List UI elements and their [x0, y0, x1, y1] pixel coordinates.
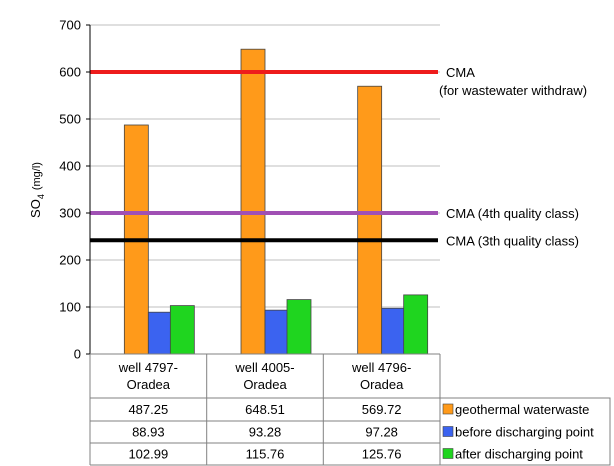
y-tick-label: 700	[59, 18, 81, 33]
table-value: 93.28	[249, 425, 282, 440]
legend-label: before discharging point	[455, 425, 594, 440]
category-label: well 4796-	[351, 360, 411, 375]
bar-2-2	[264, 309, 290, 355]
table-value: 125.76	[362, 447, 402, 462]
reference-line-label: CMA (3th quality class)	[446, 233, 579, 248]
legend-label: after discharging point	[455, 447, 583, 462]
table-value: 97.28	[365, 425, 398, 440]
legend-swatch	[442, 426, 454, 437]
category-label: well 4797-	[118, 360, 178, 375]
reference-lines: CMA (for wastewater withdraw) CMA (4th qua…	[90, 65, 587, 248]
y-tick-label: 600	[59, 65, 81, 80]
legend-swatch	[442, 403, 454, 415]
category-label: well 4005-	[234, 360, 294, 375]
y-tick-label: 0	[74, 347, 81, 362]
y-tick-label: 300	[59, 206, 81, 221]
bar-2-3	[381, 307, 407, 355]
table-value: 569.72	[362, 402, 402, 417]
bar-1-3	[357, 85, 383, 355]
category-label: Oradea	[243, 377, 287, 392]
y-tick-label: 500	[59, 112, 81, 127]
bar-3-3	[403, 294, 429, 355]
reference-line-label: CMA	[446, 65, 475, 80]
table-value: 88.93	[132, 425, 165, 440]
table-value: 648.51	[245, 402, 285, 417]
bar-3-1	[169, 305, 195, 355]
y-axis-label: SO4 (mg/l)	[28, 162, 46, 218]
bar-3-2	[286, 299, 312, 355]
table-value: 115.76	[246, 447, 285, 462]
y-tick-label: 400	[59, 159, 81, 174]
reference-line-label-2: (for wastewater withdraw)	[439, 83, 587, 98]
legend-label: geothermal waterwaste	[455, 402, 589, 417]
y-tick-label: 200	[59, 253, 81, 268]
y-axis-label-subscript: 4	[36, 194, 46, 199]
bar-2-1	[147, 311, 173, 355]
y-axis-label-unit: (mg/l)	[31, 162, 43, 190]
y-axis: 0 100 200 300 400 500 600 700	[59, 18, 91, 362]
y-axis-label-main: SO	[28, 199, 43, 218]
y-tick-label: 100	[59, 300, 81, 315]
legend-swatch	[442, 448, 454, 459]
table-value: 487.25	[128, 402, 168, 417]
data-table: well 4797- Oradea well 4005- Oradea well 479…	[89, 353, 611, 466]
reference-line-label: CMA (4th quality class)	[446, 206, 579, 221]
table-value: 102.99	[128, 447, 168, 462]
legend-box	[439, 397, 611, 466]
bar-1-2	[240, 48, 266, 355]
category-label: Oradea	[360, 377, 404, 392]
category-label: Oradea	[127, 377, 171, 392]
